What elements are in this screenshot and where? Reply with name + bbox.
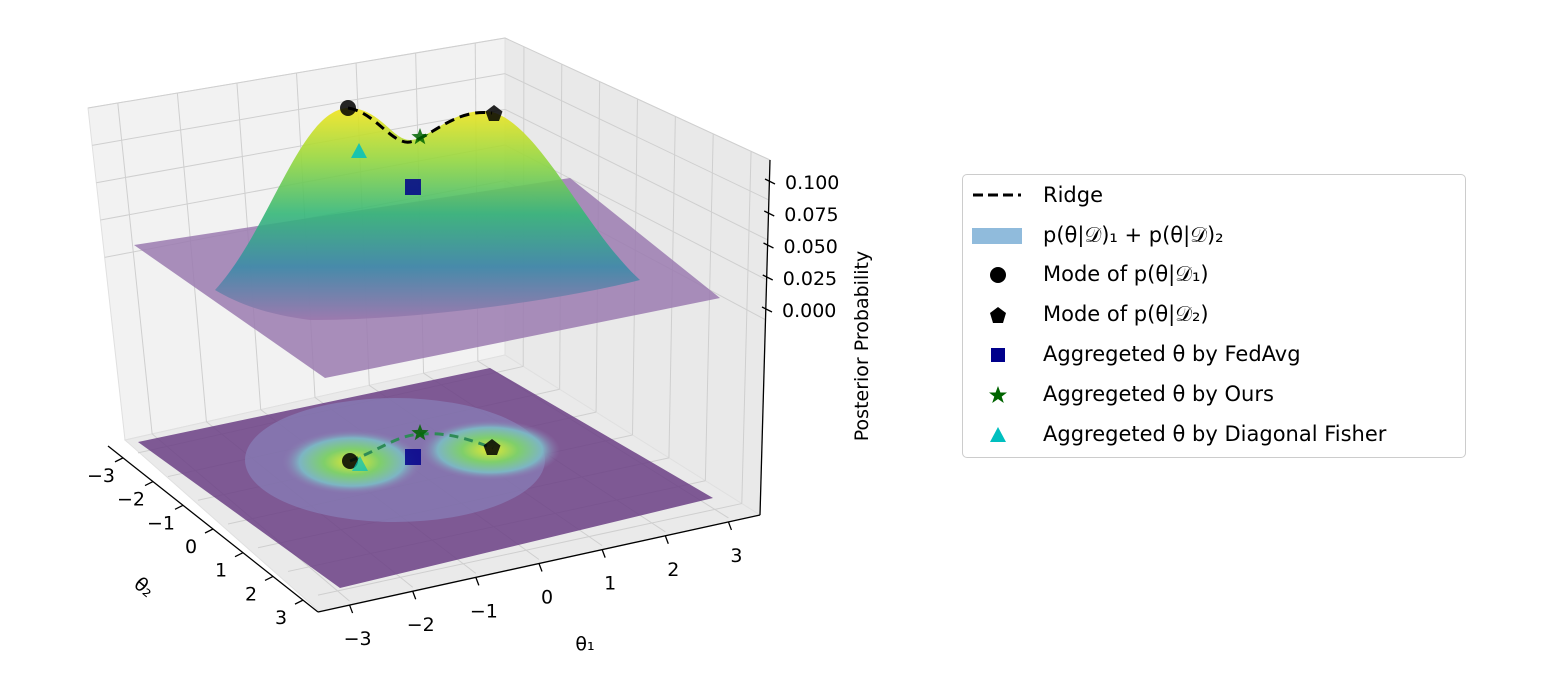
theta1-tick-mark bbox=[538, 563, 543, 572]
theta2-tick-label: 0 bbox=[185, 536, 197, 558]
legend-label-mode1: Mode of p(θ|𝒟₁) bbox=[1043, 261, 1209, 286]
data-markers bbox=[340, 100, 503, 471]
legend-item-mode1: Mode of p(θ|𝒟₁) bbox=[963, 257, 1465, 291]
theta1-tick-label: 3 bbox=[730, 545, 742, 567]
z-tick-mark bbox=[764, 178, 776, 185]
legend-item-fedavg: Aggregeted θ by FedAvg bbox=[963, 337, 1465, 371]
z-tick-label: 0.025 bbox=[783, 268, 837, 290]
legend-item-ours: Aggregeted θ by Ours bbox=[963, 377, 1465, 411]
theta1-tick-mark bbox=[664, 535, 669, 545]
legend-label-fisher: Aggregeted θ by Diagonal Fisher bbox=[1043, 422, 1387, 446]
pentagon-marker-floor bbox=[483, 439, 501, 455]
star-marker bbox=[411, 128, 429, 145]
wall-gridline bbox=[504, 108, 768, 241]
wall-gridline bbox=[504, 37, 771, 161]
z-tick-label: 0.050 bbox=[784, 236, 838, 258]
axis-ticks: −3−2−10123−3−2−101230.0000.0250.0500.075… bbox=[87, 172, 839, 650]
floor-gridline bbox=[317, 503, 742, 596]
legend-item-mode2: Mode of p(θ|𝒟₂) bbox=[963, 297, 1465, 331]
theta1-tick-mark bbox=[601, 549, 606, 558]
wall-gridline bbox=[704, 133, 714, 481]
theta1-tick-label: 0 bbox=[541, 587, 553, 609]
square-marker bbox=[405, 179, 421, 195]
theta1-tick-label: −3 bbox=[344, 628, 372, 650]
theta2-tick-mark bbox=[264, 575, 274, 582]
surface bbox=[134, 106, 720, 378]
legend-item-fisher: Aggregeted θ by Diagonal Fisher bbox=[963, 417, 1465, 451]
legend: Ridge p(θ|𝒟)₁ + p(θ|𝒟)₂ Mode of p(θ|𝒟₁) … bbox=[962, 174, 1466, 458]
z-tick-mark bbox=[763, 242, 774, 249]
legend-item-sum: p(θ|𝒟)₁ + p(θ|𝒟)₂ bbox=[963, 218, 1465, 252]
theta1-tick-mark bbox=[348, 604, 354, 614]
circle-marker-floor bbox=[342, 453, 358, 469]
contour-floor bbox=[138, 368, 713, 588]
z-tick-mark bbox=[763, 210, 775, 217]
z-axis-label: Posterior Probability bbox=[851, 251, 873, 441]
theta1-tick-mark bbox=[475, 577, 480, 586]
z-tick-label: 0.075 bbox=[784, 204, 838, 226]
theta2-tick-mark bbox=[204, 528, 214, 534]
theta1-axis-label: θ₁ bbox=[575, 633, 594, 655]
theta1-tick-label: −2 bbox=[407, 614, 435, 636]
legend-item-ridge: Ridge bbox=[963, 178, 1465, 212]
theta1-tick-mark bbox=[412, 590, 417, 600]
theta2-tick-label: 2 bbox=[245, 583, 257, 605]
triangle-marker-floor bbox=[352, 456, 368, 471]
legend-label-mode2: Mode of p(θ|𝒟₂) bbox=[1043, 301, 1209, 326]
triangle-marker bbox=[351, 143, 367, 158]
pentagon-marker bbox=[485, 105, 503, 121]
legend-label-sum: p(θ|𝒟)₁ + p(θ|𝒟)₂ bbox=[1043, 222, 1224, 247]
theta1-tick-label: 1 bbox=[604, 573, 616, 595]
theta2-tick-mark bbox=[114, 457, 124, 463]
legend-label-fedavg: Aggregeted θ by FedAvg bbox=[1043, 342, 1301, 366]
theta2-tick-label: 3 bbox=[275, 607, 287, 629]
z-axis-line bbox=[759, 159, 771, 516]
z-tick-label: 0.100 bbox=[785, 172, 839, 194]
wall-gridline bbox=[96, 108, 506, 184]
star-marker-floor bbox=[411, 424, 429, 441]
wall-gridline bbox=[504, 73, 770, 201]
theta2-axis-label: θ₂ bbox=[129, 573, 158, 602]
z-tick-mark bbox=[761, 306, 773, 313]
theta2-tick-label: −3 bbox=[87, 465, 115, 487]
wall-gridline bbox=[92, 73, 506, 146]
theta2-tick-mark bbox=[144, 480, 154, 487]
wall-gridline bbox=[741, 151, 752, 504]
theta2-tick-label: −2 bbox=[117, 489, 145, 511]
wall-gridline bbox=[117, 102, 153, 434]
surface-hump bbox=[215, 108, 640, 320]
legend-label-ridge: Ridge bbox=[1043, 183, 1104, 207]
theta1-tick-mark bbox=[727, 521, 733, 531]
theta2-tick-mark bbox=[294, 599, 304, 605]
theta2-tick-mark bbox=[174, 504, 184, 510]
theta2-tick-label: −1 bbox=[147, 512, 175, 534]
theta1-tick-label: −1 bbox=[470, 600, 498, 622]
surface-ridge bbox=[347, 106, 493, 144]
square-marker-floor bbox=[405, 449, 421, 465]
theta1-tick-label: 2 bbox=[667, 559, 679, 581]
wall-gridline bbox=[87, 37, 506, 109]
circle-marker bbox=[340, 100, 356, 116]
theta2-tick-mark bbox=[234, 552, 244, 558]
z-tick-mark bbox=[762, 274, 774, 281]
z-tick-label: 0.000 bbox=[782, 300, 836, 322]
theta2-tick-label: 1 bbox=[215, 560, 227, 582]
legend-label-ours: Aggregeted θ by Ours bbox=[1043, 382, 1274, 406]
